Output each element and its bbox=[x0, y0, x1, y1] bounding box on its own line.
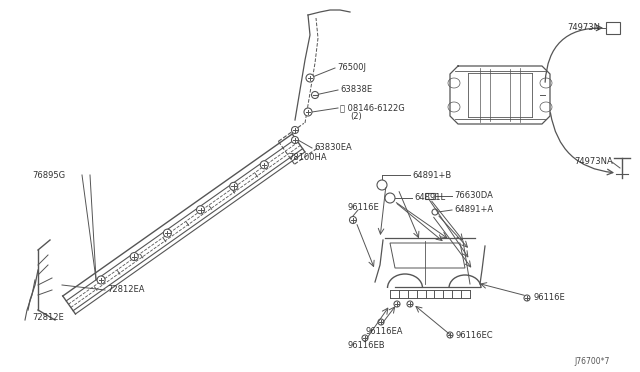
Circle shape bbox=[306, 74, 314, 82]
Circle shape bbox=[407, 301, 413, 307]
Circle shape bbox=[378, 319, 384, 325]
Circle shape bbox=[385, 193, 395, 203]
Circle shape bbox=[524, 295, 530, 301]
Text: 78100HA: 78100HA bbox=[288, 154, 326, 163]
Circle shape bbox=[196, 206, 205, 214]
Text: 96116E: 96116E bbox=[348, 202, 380, 212]
Circle shape bbox=[291, 126, 298, 134]
Text: 64891+B: 64891+B bbox=[412, 170, 451, 180]
Circle shape bbox=[394, 301, 400, 307]
Text: (2): (2) bbox=[350, 112, 362, 121]
Circle shape bbox=[131, 253, 138, 260]
Text: 76630DA: 76630DA bbox=[454, 192, 493, 201]
Text: 96116EB: 96116EB bbox=[348, 341, 386, 350]
Bar bbox=[606, 22, 620, 34]
Text: 64891L: 64891L bbox=[414, 193, 445, 202]
Circle shape bbox=[291, 137, 298, 144]
Circle shape bbox=[349, 217, 356, 224]
Circle shape bbox=[260, 161, 268, 169]
Text: 74973NA: 74973NA bbox=[574, 157, 612, 167]
Circle shape bbox=[432, 209, 438, 215]
Circle shape bbox=[304, 108, 312, 116]
Circle shape bbox=[312, 92, 319, 99]
Circle shape bbox=[362, 335, 368, 341]
Circle shape bbox=[377, 180, 387, 190]
Text: 72812E: 72812E bbox=[32, 314, 64, 323]
Circle shape bbox=[163, 229, 172, 237]
Circle shape bbox=[230, 182, 237, 190]
Text: Ⓑ 08146-6122G: Ⓑ 08146-6122G bbox=[340, 103, 404, 112]
Text: 72812EA: 72812EA bbox=[107, 285, 145, 295]
Text: 76500J: 76500J bbox=[337, 64, 366, 73]
Text: 96116EA: 96116EA bbox=[365, 327, 403, 336]
Text: 74973N: 74973N bbox=[567, 23, 600, 32]
Circle shape bbox=[97, 276, 105, 284]
Text: 64891+A: 64891+A bbox=[454, 205, 493, 215]
Circle shape bbox=[447, 332, 453, 338]
Text: J76700*7: J76700*7 bbox=[575, 357, 610, 366]
Text: 96116E: 96116E bbox=[533, 294, 564, 302]
Text: 96116EC: 96116EC bbox=[456, 330, 493, 340]
Bar bbox=[425, 193, 435, 199]
Text: 76895G: 76895G bbox=[32, 170, 65, 180]
Text: 63830EA: 63830EA bbox=[314, 144, 352, 153]
Text: 63838E: 63838E bbox=[340, 86, 372, 94]
